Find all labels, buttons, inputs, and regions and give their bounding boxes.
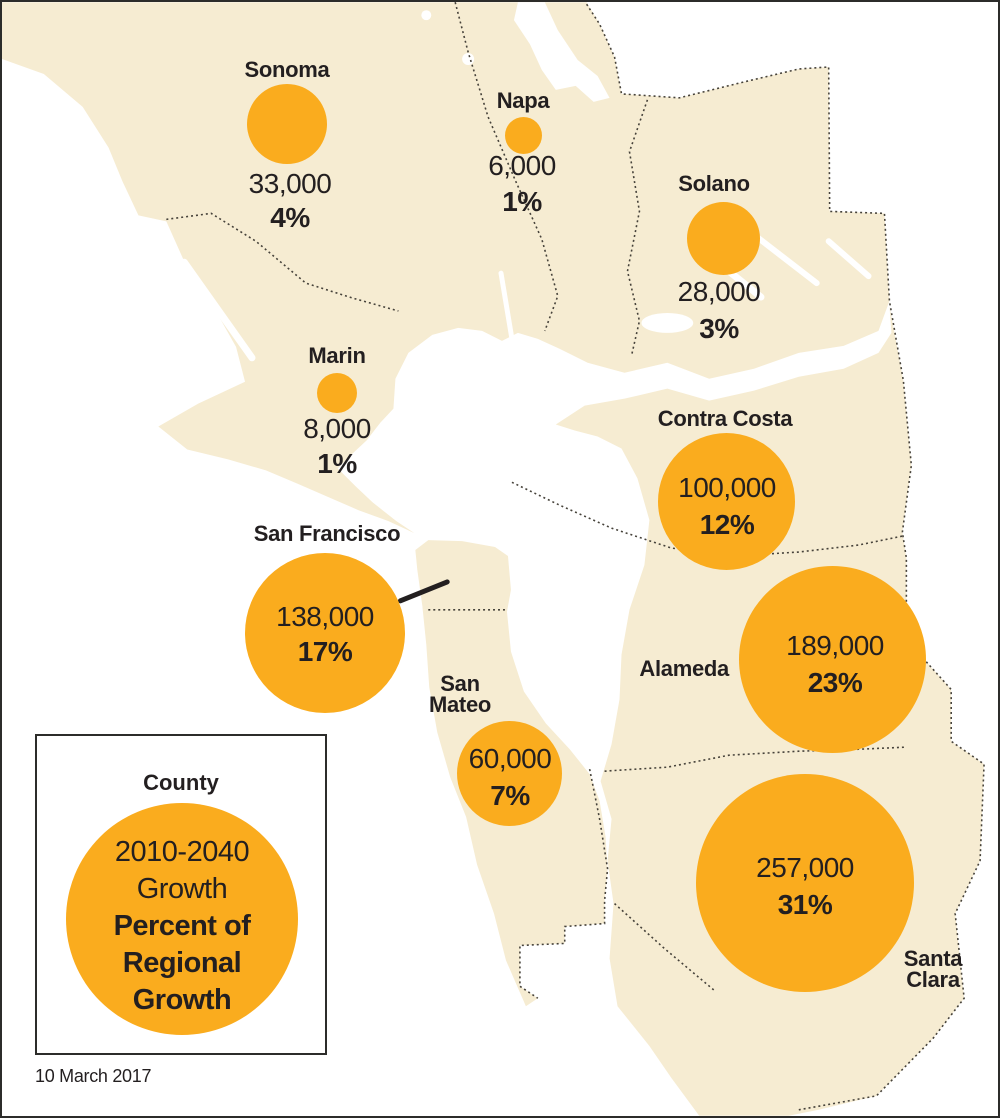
lake-berryessa <box>513 2 610 102</box>
sf-leader-line <box>397 579 450 604</box>
growth-share: 1% <box>317 448 357 479</box>
growth-circle-napa <box>505 117 542 154</box>
growth-circle-solano <box>687 202 760 275</box>
growth-value: 28,000 <box>677 276 761 307</box>
santaclara-santacruz-boundary <box>614 903 715 991</box>
region-boundary <box>585 3 985 1111</box>
tomales-bay <box>180 258 256 362</box>
lake <box>462 53 475 65</box>
legend-circle-text: 2010-2040 Growth Percent of Regional Gro… <box>42 834 322 1019</box>
county-label: Sonoma <box>244 57 330 82</box>
growth-circle-alameda <box>739 566 926 753</box>
growth-value: 60,000 <box>468 743 552 774</box>
date-note: 10 March 2017 <box>35 1066 152 1086</box>
growth-share: 1% <box>502 186 542 217</box>
growth-value: 257,000 <box>756 852 854 883</box>
growth-share: 12% <box>699 509 755 540</box>
growth-value: 8,000 <box>303 413 371 444</box>
growth-circle-marin <box>317 373 357 413</box>
county-label: Contra Costa <box>657 406 793 431</box>
growth-share: 31% <box>777 889 833 920</box>
alameda-santaclara-boundary <box>604 746 905 772</box>
legend-line-growth: Growth <box>136 873 228 905</box>
legend-line-percent-of: Percent of <box>113 910 251 942</box>
napa-solano-boundary <box>626 99 649 356</box>
growth-value: 100,000 <box>678 472 776 503</box>
county-label: Santa Clara <box>903 946 963 992</box>
sanmateo-santaclara-boundary <box>519 768 609 999</box>
county-label: Alameda <box>639 656 729 681</box>
legend-line-growth-2: Growth <box>132 984 232 1016</box>
growth-circle-santa-clara <box>696 774 914 992</box>
growth-circle-sonoma <box>247 84 327 164</box>
lake <box>421 10 432 21</box>
county-label: San Francisco <box>253 521 401 546</box>
legend-title: County <box>143 770 219 795</box>
growth-circle-san-francisco <box>245 553 405 713</box>
growth-share: 4% <box>270 202 310 233</box>
growth-share: 7% <box>490 780 530 811</box>
growth-share: 3% <box>699 313 739 344</box>
richardson-bay <box>366 466 400 520</box>
growth-value: 138,000 <box>276 601 374 632</box>
sonoma-napa-boundary <box>454 2 559 332</box>
county-label: Napa <box>496 88 550 113</box>
legend-line-regional: Regional <box>122 947 242 979</box>
growth-value: 6,000 <box>488 150 556 181</box>
napa-river <box>498 270 516 348</box>
county-label: San Mateo <box>428 671 492 717</box>
growth-share: 23% <box>807 667 863 698</box>
growth-circle-contra-costa <box>658 433 795 570</box>
county-label: Solano <box>678 171 750 196</box>
suisun-marsh <box>641 312 694 333</box>
sonoma-marin-boundary <box>166 212 399 312</box>
growth-share: 17% <box>297 636 353 667</box>
legend-line-years: 2010-2040 <box>114 836 250 868</box>
growth-value: 33,000 <box>248 168 332 199</box>
growth-value: 189,000 <box>786 630 884 661</box>
delta-channel <box>825 238 872 280</box>
north-bay-landmass <box>2 2 890 534</box>
county-label: Marin <box>308 343 366 368</box>
growth-circle-san-mateo <box>457 721 562 826</box>
legend-circle <box>66 803 298 1035</box>
